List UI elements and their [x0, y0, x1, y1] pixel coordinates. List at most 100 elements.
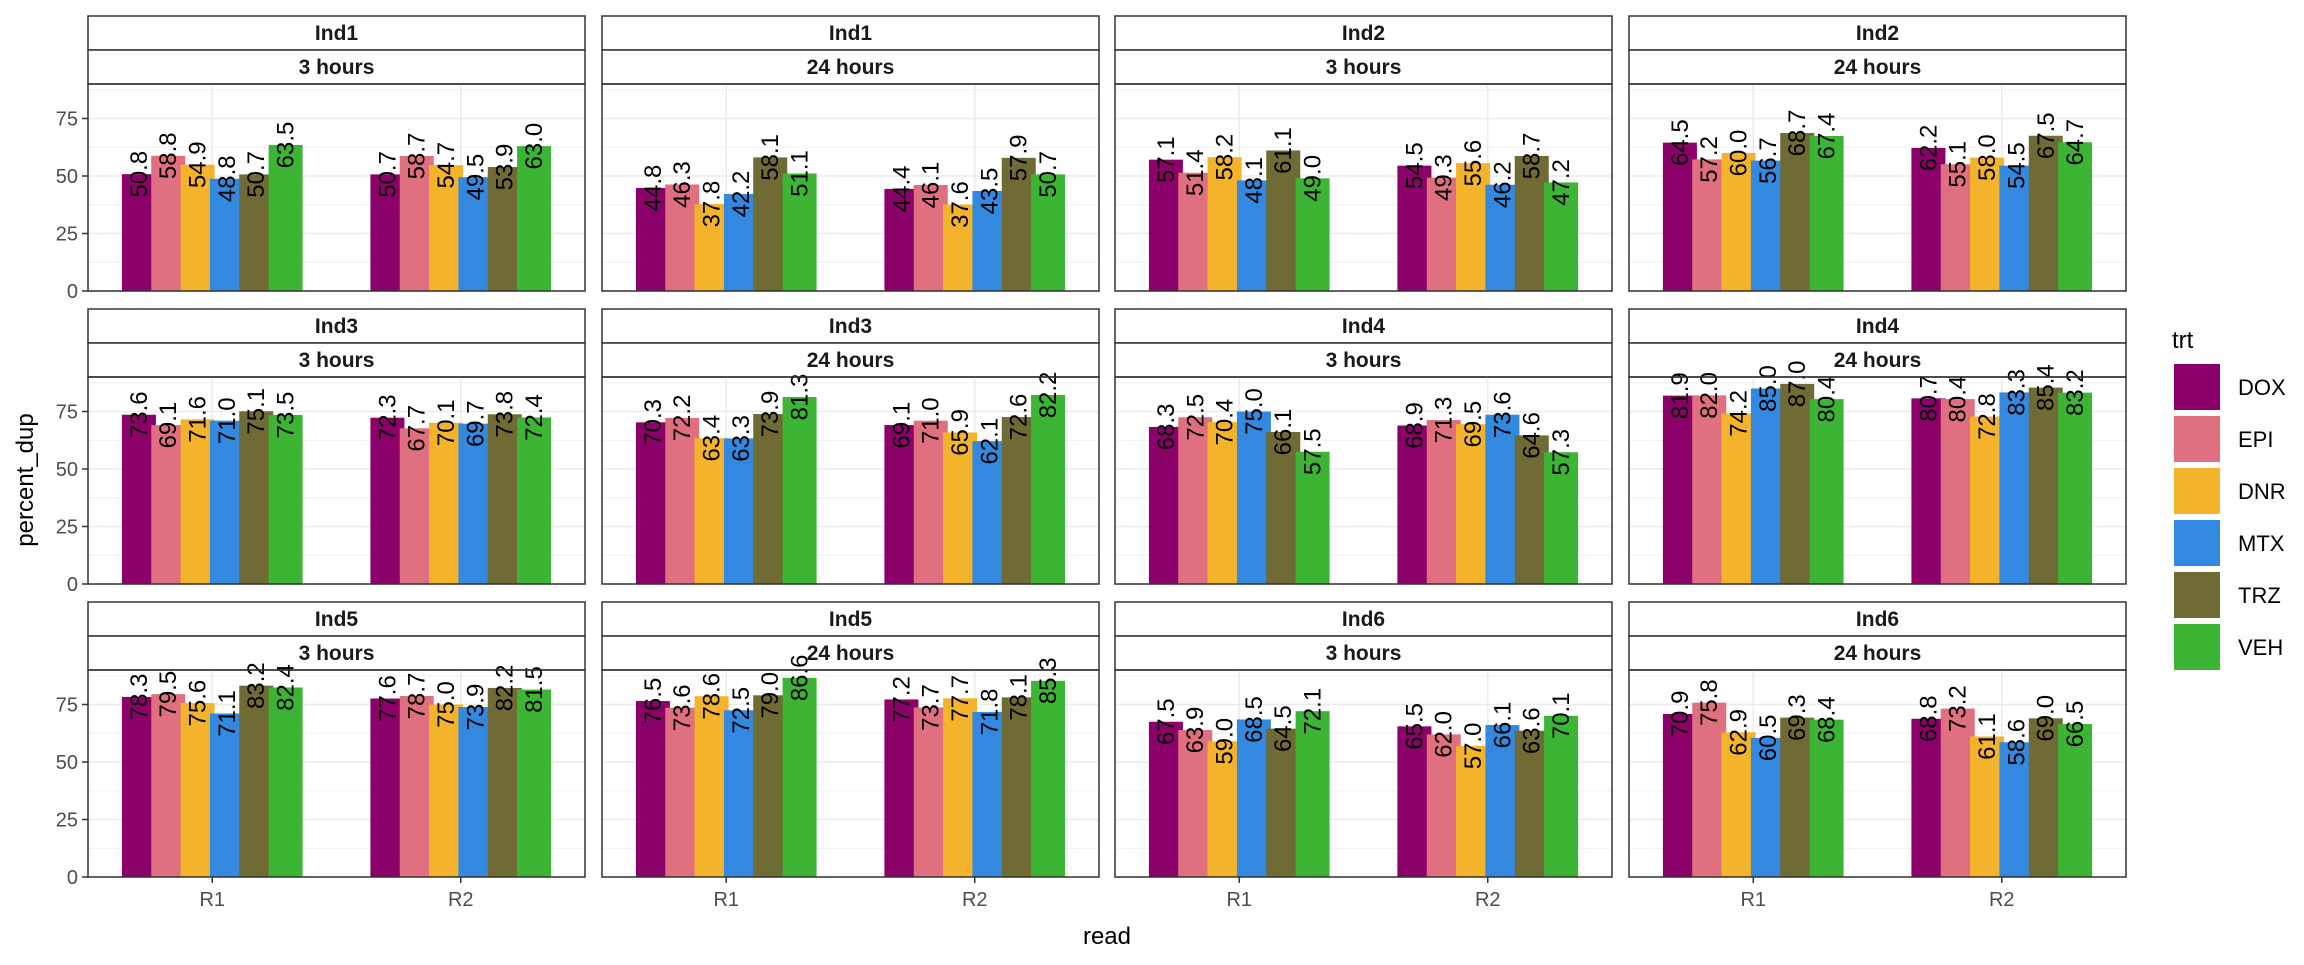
- bar-data-label: 47.2: [1548, 159, 1575, 206]
- bar-data-label: 81.5: [521, 666, 548, 713]
- facet-strip-ind-label: Ind5: [829, 608, 872, 631]
- bar-data-label: 69.7: [462, 400, 489, 447]
- bar-trz: [1266, 431, 1301, 584]
- facet-strip-time: [1114, 49, 1613, 85]
- bar-data-label: 73.2: [1945, 685, 1972, 732]
- bar-dnr: [1456, 163, 1491, 291]
- bar-data-label: 69.5: [1460, 401, 1487, 448]
- bar-data-label: 57.5: [1300, 428, 1327, 475]
- facet-strip-time-label: 24 hours: [1834, 349, 1922, 372]
- bar-data-label: 72.2: [669, 395, 696, 442]
- bar-mtx: [458, 177, 493, 291]
- bar-data-label: 73.6: [1489, 391, 1516, 438]
- bar-dnr: [694, 438, 729, 584]
- bar-data-label: 50.7: [374, 151, 401, 198]
- bar-data-label: 49.0: [1300, 155, 1327, 202]
- bar-data-label: 62.9: [1726, 709, 1753, 756]
- bar-trz: [239, 685, 274, 877]
- bar-dnr: [1207, 157, 1242, 291]
- bar-data-label: 72.6: [1006, 394, 1033, 441]
- bar-dnr: [1721, 732, 1756, 877]
- bar-epi: [913, 184, 948, 291]
- bar-mtx: [723, 438, 758, 584]
- bar-data-label: 85.0: [1755, 365, 1782, 412]
- bar-dnr: [429, 704, 464, 877]
- bar-dox: [884, 425, 919, 584]
- bar-data-label: 72.4: [521, 394, 548, 441]
- bar-data-label: 66.1: [1489, 702, 1516, 749]
- bar-trz: [1001, 157, 1036, 291]
- facet-strip-time-label: 3 hours: [1326, 642, 1402, 665]
- bar-mtx: [972, 190, 1007, 291]
- bar-trz: [239, 411, 274, 584]
- facet-strip-ind: [87, 15, 586, 51]
- bar-data-label: 68.5: [1241, 696, 1268, 743]
- bar-data-label: 37.6: [947, 181, 974, 228]
- facet-strip-time-label: 3 hours: [299, 642, 375, 665]
- bar-data-label: 72.5: [728, 687, 755, 734]
- bar-mtx: [1750, 160, 1785, 291]
- facet-strip-time: [87, 49, 586, 85]
- x-axis-title: read: [1083, 923, 1131, 950]
- bar-data-label: 80.4: [1945, 376, 1972, 423]
- bar-data-label: 67.5: [2033, 112, 2060, 159]
- bar-epi: [1426, 420, 1461, 584]
- bar-data-label: 50.8: [126, 151, 153, 198]
- bar-epi: [1426, 734, 1461, 877]
- facet-strip-time-label: 3 hours: [299, 56, 375, 79]
- bar-trz: [487, 167, 522, 291]
- bar-data-label: 77.2: [888, 676, 915, 723]
- bar-mtx: [1999, 165, 2034, 291]
- y-axis-title: percent_dup: [12, 413, 39, 546]
- bar-dnr: [943, 698, 978, 877]
- bar-veh: [517, 417, 552, 584]
- bar-dox: [1148, 159, 1183, 291]
- bar-data-label: 70.4: [1212, 399, 1239, 446]
- bar-data-label: 87.0: [1784, 361, 1811, 408]
- bar-data-label: 80.4: [1814, 376, 1841, 423]
- bar-data-label: 57.3: [1548, 429, 1575, 476]
- x-tick-label: R1: [713, 889, 739, 911]
- bar-dnr: [1721, 413, 1756, 584]
- bar-veh: [268, 687, 303, 877]
- bar-data-label: 85.3: [1035, 657, 1062, 704]
- bar-epi: [1692, 395, 1727, 584]
- facet-strip-ind-label: Ind6: [1856, 608, 1899, 631]
- legend-label-dox: DOX: [2238, 375, 2286, 400]
- bar-data-label: 49.3: [1431, 154, 1458, 201]
- bar-dnr: [1970, 736, 2005, 877]
- bar-data-label: 70.1: [433, 399, 460, 446]
- bar-data-label: 73.6: [669, 684, 696, 731]
- bar-epi: [913, 420, 948, 584]
- bar-dox: [1911, 718, 1946, 877]
- bar-data-label: 64.6: [1519, 412, 1546, 459]
- bar-data-label: 68.7: [1784, 110, 1811, 157]
- bar-data-label: 77.7: [947, 675, 974, 722]
- bar-data-label: 44.4: [888, 166, 915, 213]
- panel-border: [601, 83, 1100, 292]
- bar-trz: [1001, 417, 1036, 584]
- bar-data-label: 58.1: [757, 134, 784, 181]
- bar-data-label: 81.3: [787, 374, 814, 421]
- panel-border: [1114, 669, 1613, 878]
- facet-strip-ind: [601, 308, 1100, 344]
- bar-dnr: [180, 703, 215, 877]
- bar-dox: [121, 696, 156, 877]
- bar-data-label: 71.3: [1431, 397, 1458, 444]
- bar-dnr: [943, 204, 978, 291]
- bar-data-label: 70.1: [1548, 692, 1575, 739]
- bar-dnr: [429, 165, 464, 291]
- bar-mtx: [1485, 184, 1520, 291]
- bar-data-label: 67.4: [1814, 113, 1841, 160]
- bar-data-label: 68.9: [1401, 402, 1428, 449]
- bar-data-label: 63.4: [699, 415, 726, 462]
- bar-data-label: 78.7: [404, 673, 431, 720]
- bar-data-label: 72.8: [1974, 393, 2001, 440]
- bar-trz: [2028, 718, 2063, 877]
- bar-data-label: 72.5: [1182, 394, 1209, 441]
- bar-epi: [399, 695, 434, 877]
- legend-label-epi: EPI: [2238, 427, 2273, 452]
- bar-data-label: 68.4: [1814, 696, 1841, 743]
- bar-veh: [1031, 680, 1066, 877]
- y-tick-label: 25: [56, 224, 78, 246]
